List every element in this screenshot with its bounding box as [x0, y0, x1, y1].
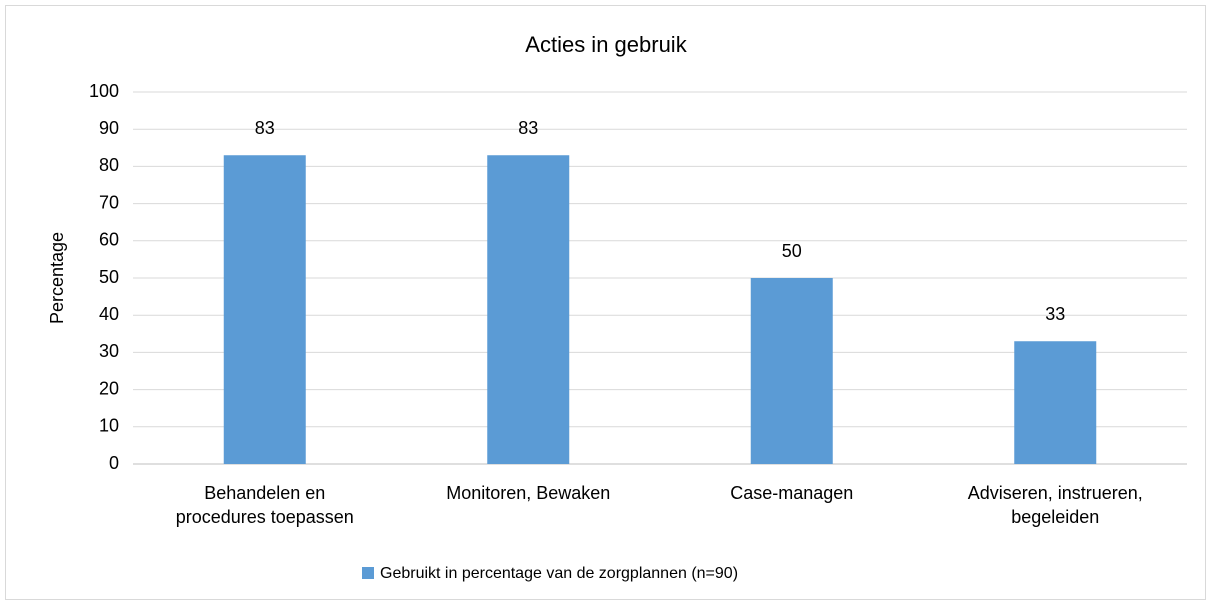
y-tick-label: 60 — [99, 230, 119, 250]
chart-border — [5, 5, 1206, 600]
bar — [223, 155, 306, 465]
y-tick-label: 40 — [99, 304, 119, 324]
data-label: 50 — [782, 241, 802, 261]
data-label: 83 — [518, 118, 538, 138]
y-tick-label: 90 — [99, 118, 119, 138]
y-tick-label: 50 — [99, 267, 119, 287]
y-tick-label: 20 — [99, 378, 119, 398]
legend-swatch — [362, 567, 374, 579]
y-tick-label: 10 — [99, 416, 119, 436]
data-label: 83 — [255, 118, 275, 138]
y-tick-label: 80 — [99, 155, 119, 175]
bar — [750, 278, 833, 464]
y-tick-label: 0 — [109, 453, 119, 473]
y-tick-label: 30 — [99, 341, 119, 361]
chart-title: Acties in gebruik — [525, 32, 687, 57]
x-tick-label: Case-managen — [730, 483, 853, 503]
x-tick-label: procedures toepassen — [176, 507, 354, 527]
x-tick-label: Behandelen en — [204, 483, 325, 503]
x-tick-label: Adviseren, instrueren, — [968, 483, 1143, 503]
bar — [487, 155, 570, 465]
legend-label: Gebruikt in percentage van de zorgplanne… — [380, 565, 738, 582]
bar — [1014, 341, 1097, 464]
x-tick-label: Monitoren, Bewaken — [446, 483, 610, 503]
y-tick-label: 70 — [99, 192, 119, 212]
y-axis-label: Percentage — [47, 232, 67, 324]
y-tick-label: 100 — [89, 81, 119, 101]
x-tick-label: begeleiden — [1011, 507, 1099, 527]
data-label: 33 — [1045, 304, 1065, 324]
